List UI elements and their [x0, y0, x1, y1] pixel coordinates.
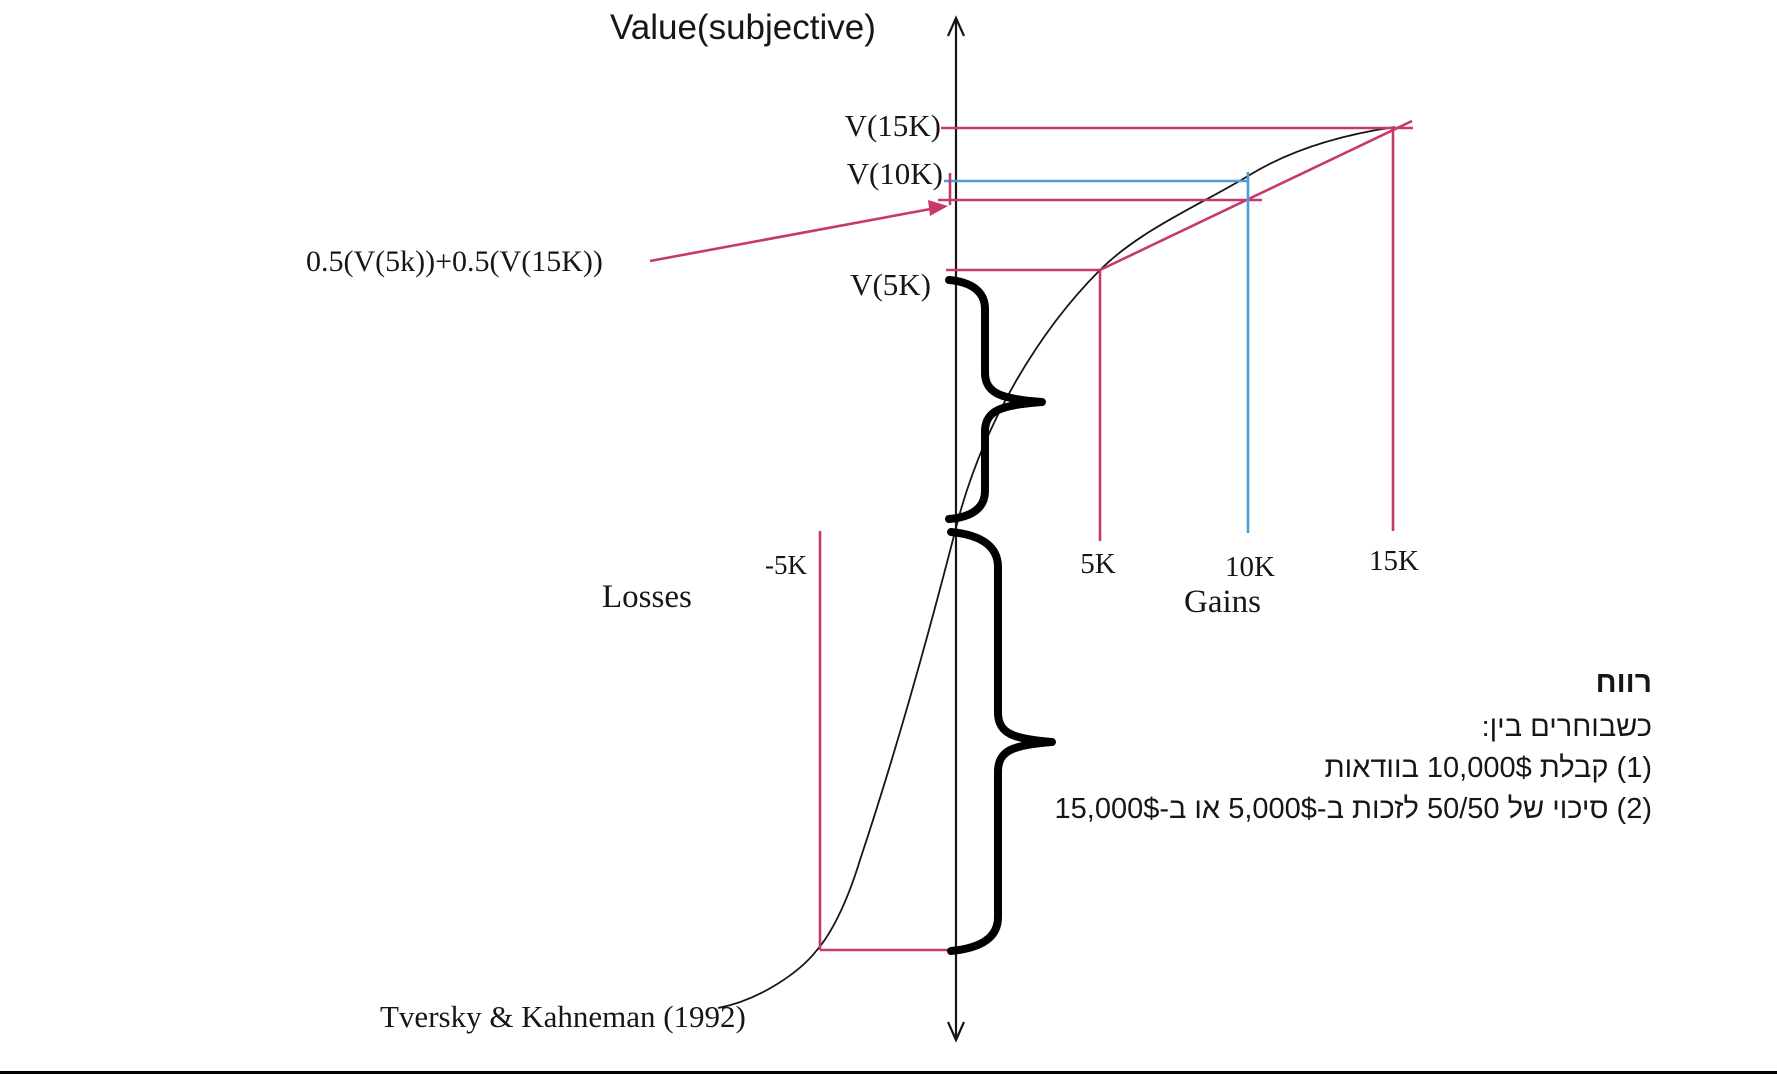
hebrew-note-option1: (1) קבלת 10,000$ בוודאות	[1324, 752, 1652, 784]
losses-axis-label: Losses	[602, 579, 692, 615]
tick-label-15k: 15K	[1369, 545, 1419, 577]
losses-brace	[947, 528, 1056, 955]
gains-axis-label: Gains	[1184, 584, 1261, 620]
tick-label-10k: 10K	[1225, 551, 1275, 583]
gamble-chord-line	[1099, 119, 1413, 272]
formula-arrowhead-icon	[928, 200, 948, 216]
citation-label: Tversky & Kahneman (1992)	[380, 999, 746, 1034]
formula-arrow-shaft	[649, 206, 937, 263]
tick-label-minus5k: -5K	[765, 550, 807, 580]
tick-label-5k: 5K	[1080, 548, 1116, 580]
hebrew-note-intro: כשבוחרים בין:	[1481, 711, 1652, 743]
value-curve	[717, 126, 1396, 1009]
hebrew-note-title: רווח	[1595, 666, 1652, 699]
v5k-label: V(5K)	[850, 267, 931, 302]
gains-brace	[945, 276, 1046, 523]
hebrew-note-option2: (2) סיכוי של 50/50 לזכות ב-5,000$ או ב-1…	[1054, 793, 1653, 825]
slide-bottom-border	[0, 1071, 1777, 1074]
y-axis-title: Value(subjective)	[610, 8, 876, 47]
expected-value-formula-label: 0.5(V(5k))+0.5(V(15K))	[306, 245, 603, 278]
axis-arrow-down-icon	[946, 1021, 966, 1043]
v10k-label: V(10K)	[846, 156, 943, 191]
hebrew-note-block: רווח כשבוחרים בין: (1) קבלת 10,000$ בווד…	[1055, 662, 1653, 830]
v15k-label: V(15K)	[844, 108, 941, 143]
axis-arrow-up-icon	[946, 15, 966, 37]
